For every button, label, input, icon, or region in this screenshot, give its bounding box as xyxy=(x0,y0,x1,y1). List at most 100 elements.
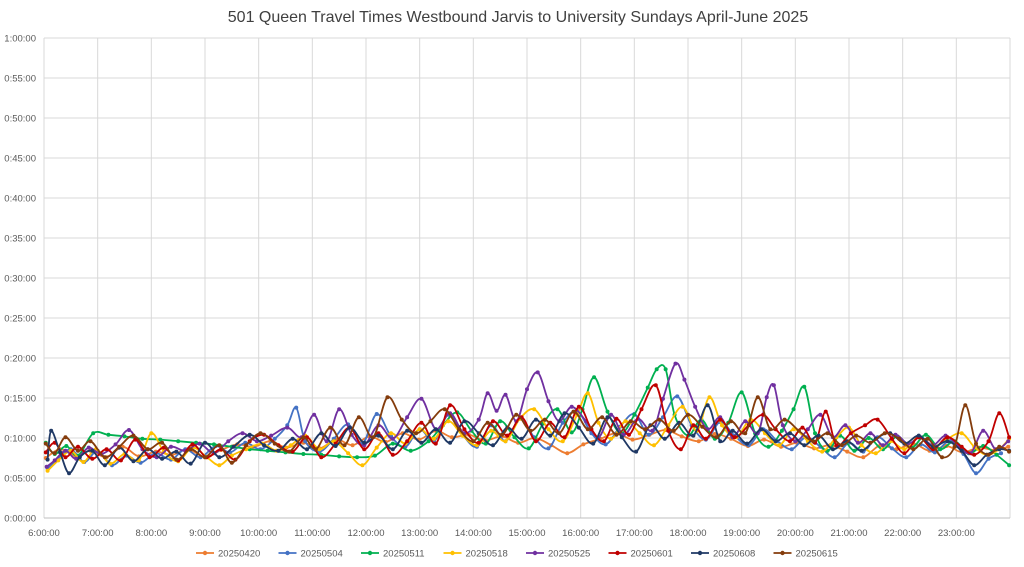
y-tick-label: 0:00:00 xyxy=(4,514,36,525)
data-point xyxy=(485,391,490,396)
data-point xyxy=(118,458,123,463)
data-point xyxy=(498,419,503,424)
data-point xyxy=(666,428,671,433)
data-point xyxy=(229,460,234,465)
data-point xyxy=(643,427,648,432)
data-point xyxy=(389,431,394,436)
data-point xyxy=(999,451,1004,456)
data-point xyxy=(43,441,48,446)
data-point xyxy=(880,443,885,448)
data-point xyxy=(147,455,152,460)
legend-swatch-marker xyxy=(450,550,455,556)
data-point xyxy=(569,430,574,435)
y-tick-label: 0:35:00 xyxy=(4,234,36,245)
data-point xyxy=(188,447,193,452)
data-point xyxy=(802,443,807,448)
data-point xyxy=(686,412,690,417)
data-point xyxy=(645,385,650,390)
data-point xyxy=(679,434,684,439)
data-point xyxy=(317,447,322,452)
data-point xyxy=(546,446,551,451)
data-point xyxy=(639,407,644,412)
data-point xyxy=(290,436,295,441)
data-point xyxy=(190,442,195,447)
data-point xyxy=(703,436,708,441)
data-point xyxy=(823,409,828,414)
data-point xyxy=(485,420,490,425)
data-point xyxy=(337,454,342,459)
legend-swatch-marker xyxy=(697,550,703,556)
data-point xyxy=(374,412,379,416)
data-point xyxy=(542,417,547,422)
data-point xyxy=(940,455,945,460)
data-point xyxy=(791,427,796,432)
x-tick-label: 20:00:00 xyxy=(777,528,814,539)
data-point xyxy=(476,440,481,445)
data-point xyxy=(714,435,719,440)
data-point xyxy=(174,457,179,462)
data-point xyxy=(660,396,665,401)
data-point xyxy=(408,448,413,453)
data-point xyxy=(113,442,118,447)
legend-label: 20250608 xyxy=(713,549,755,560)
data-point xyxy=(244,443,249,448)
data-point xyxy=(362,440,367,445)
data-point xyxy=(328,425,333,430)
legend-label: 20250511 xyxy=(383,549,425,560)
data-point xyxy=(197,441,202,446)
data-point xyxy=(743,431,748,436)
data-point xyxy=(945,435,950,440)
data-point xyxy=(131,433,136,438)
data-point xyxy=(662,436,667,441)
data-point xyxy=(805,427,810,432)
data-point xyxy=(759,427,764,432)
data-point xyxy=(796,428,801,433)
data-point xyxy=(712,432,717,436)
data-point xyxy=(174,449,179,454)
data-point xyxy=(802,384,807,389)
data-point xyxy=(390,452,395,457)
data-point xyxy=(959,431,964,436)
data-point xyxy=(603,442,608,447)
data-point xyxy=(652,443,657,448)
x-tick-label: 11:00:00 xyxy=(294,528,330,539)
data-point xyxy=(705,403,710,408)
data-point xyxy=(646,432,651,437)
data-point xyxy=(897,436,902,441)
data-point xyxy=(476,417,481,422)
legend-item: 20250608 xyxy=(691,549,755,560)
data-point xyxy=(285,425,290,430)
data-point xyxy=(1007,449,1012,454)
data-point xyxy=(503,439,508,444)
data-point xyxy=(528,428,533,433)
x-tick-label: 18:00:00 xyxy=(670,528,707,539)
axes: 0:00:00 0:05:00 0:10:00 0:15:00 0:20:00 0:25:… xyxy=(4,34,1010,539)
data-point xyxy=(952,444,957,449)
data-point xyxy=(390,447,395,452)
data-point xyxy=(313,447,318,452)
data-point xyxy=(839,443,844,448)
data-point xyxy=(533,417,538,422)
data-point xyxy=(571,409,576,414)
x-tick-label: 21:00:00 xyxy=(831,528,868,539)
data-point xyxy=(448,403,453,408)
data-point xyxy=(58,450,63,455)
data-point xyxy=(499,432,504,437)
data-point xyxy=(362,447,367,452)
data-point xyxy=(49,428,54,433)
grid xyxy=(43,37,1011,518)
x-tick-label: 19:00:00 xyxy=(723,528,760,539)
data-point xyxy=(718,439,723,444)
x-tick-label: 17:00:00 xyxy=(616,528,653,539)
x-tick-label: 12:00:00 xyxy=(348,528,385,539)
legend-swatch-marker xyxy=(285,550,290,556)
data-point xyxy=(654,367,659,372)
data-point xyxy=(596,420,601,425)
x-tick-label: 7:00:00 xyxy=(82,528,114,539)
data-point xyxy=(102,463,107,468)
data-point xyxy=(619,435,624,440)
data-point xyxy=(374,445,379,450)
data-point xyxy=(974,471,979,476)
legend-item: 20250601 xyxy=(608,549,673,560)
data-point xyxy=(52,451,57,456)
